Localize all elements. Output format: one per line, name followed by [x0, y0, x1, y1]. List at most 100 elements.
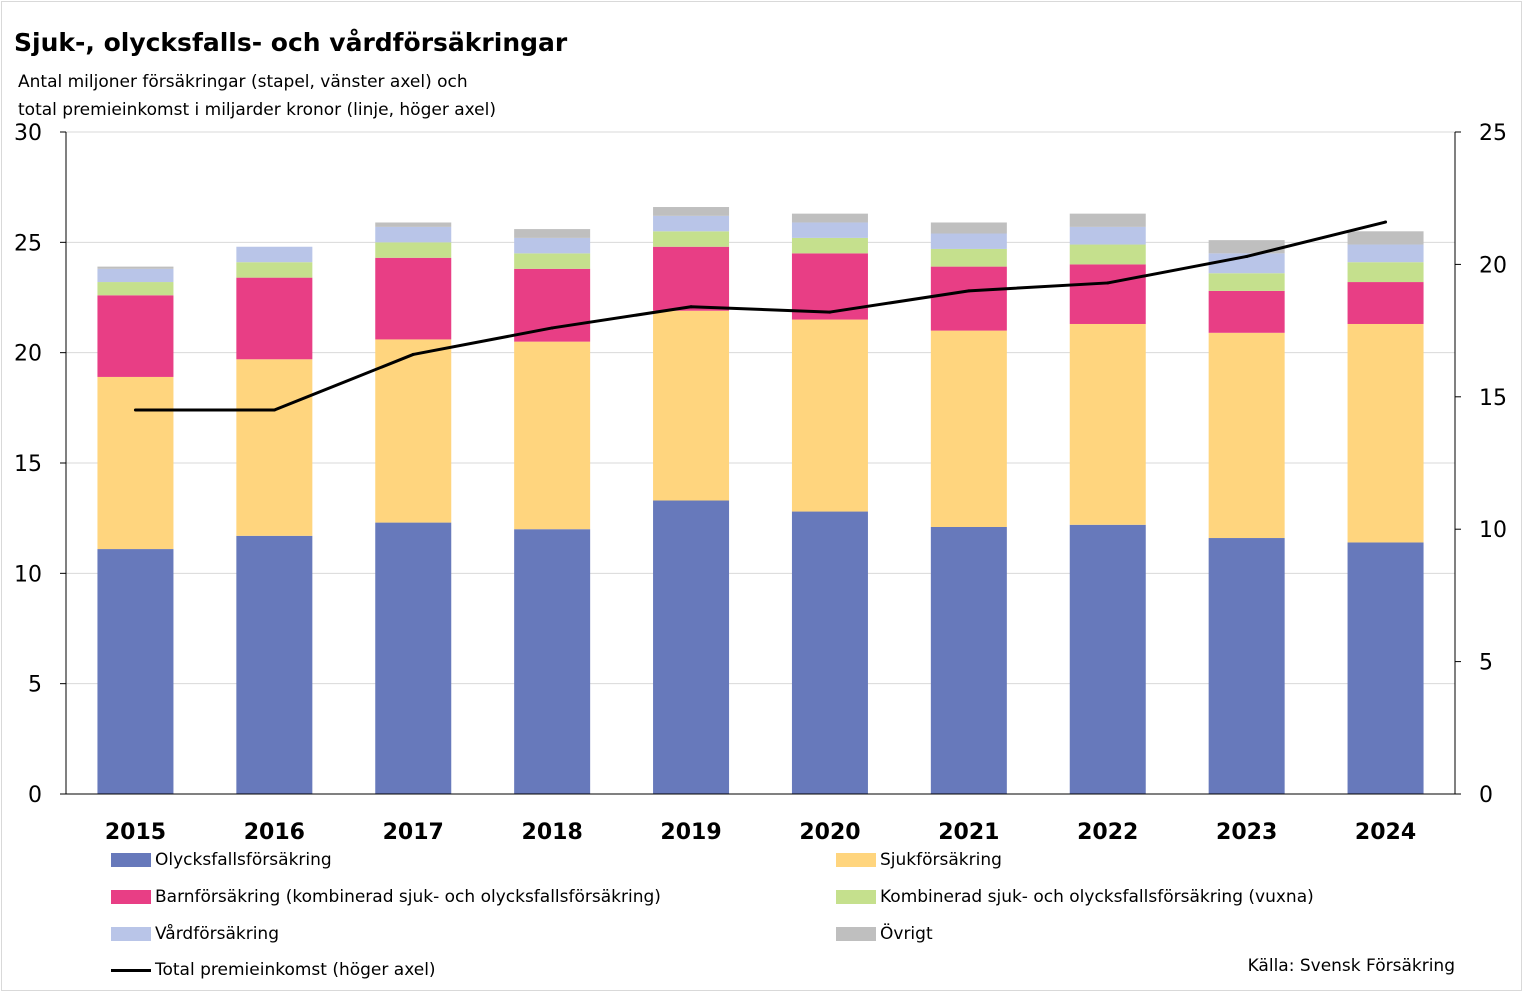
bar-2018-series-2 — [514, 341, 591, 530]
bar-2021-series-4 — [930, 248, 1007, 267]
x-axis-tick-label: 2017 — [383, 820, 444, 845]
bar-2016-series-4 — [236, 262, 313, 278]
left-axis-tick-label: 20 — [14, 342, 42, 367]
bar-2018-series-5 — [514, 237, 591, 254]
left-axis-tick-label: 0 — [28, 783, 42, 808]
premium-income-point — [411, 352, 415, 356]
bar-2024-series-3 — [1347, 282, 1424, 324]
bar-2017-series-4 — [375, 242, 452, 258]
bar-2021-series-1 — [930, 526, 1007, 794]
chart-subtitle-line-2: total premieinkomst i miljarder kronor (… — [18, 100, 496, 120]
x-axis-tick-label: 2020 — [799, 820, 860, 845]
bar-2019-series-6 — [653, 207, 730, 216]
left-axis-tick-label: 5 — [28, 673, 42, 698]
bar-2019-series-2 — [653, 310, 730, 501]
bar-2017-series-6 — [375, 222, 452, 227]
bar-2020-series-1 — [791, 511, 868, 794]
bar-2015-series-5 — [97, 268, 174, 283]
legend-swatch — [111, 853, 151, 867]
bar-2024-series-1 — [1347, 542, 1424, 794]
bar-2021-series-2 — [930, 330, 1007, 527]
bar-2019-series-1 — [653, 500, 730, 794]
bar-2024-series-2 — [1347, 323, 1424, 543]
bar-2021-series-5 — [930, 233, 1007, 249]
bar-2020-series-6 — [791, 213, 868, 223]
bar-2018-series-6 — [514, 229, 591, 238]
bar-2024-series-4 — [1347, 262, 1424, 283]
legend-swatch — [111, 890, 151, 904]
x-axis-tick-label: 2024 — [1355, 820, 1416, 845]
x-axis-tick-label: 2021 — [938, 820, 999, 845]
bar-2017-series-5 — [375, 226, 452, 243]
premium-income-point — [1384, 220, 1388, 224]
left-axis-tick-label: 25 — [14, 231, 42, 256]
bar-2018-series-1 — [514, 529, 591, 794]
bar-2015-series-4 — [97, 282, 174, 296]
right-axis-tick-label: 0 — [1479, 783, 1493, 808]
bar-2022-series-5 — [1069, 226, 1146, 245]
left-axis-tick-label: 15 — [14, 452, 42, 477]
bar-2015-series-2 — [97, 376, 174, 550]
premium-income-line — [135, 220, 1386, 412]
x-axis-tick-label: 2015 — [105, 820, 166, 845]
bar-2023-series-4 — [1208, 273, 1285, 291]
left-axis-tick-label: 10 — [14, 562, 42, 587]
bar-2023-series-2 — [1208, 332, 1285, 539]
legend-swatch — [836, 927, 876, 941]
bar-2016-series-3 — [236, 277, 313, 360]
chart-subtitle-line-1: Antal miljoner försäkringar (stapel, vän… — [18, 72, 468, 92]
bar-2017-series-1 — [375, 522, 452, 794]
legend-item: Sjukförsäkring — [836, 848, 1002, 872]
premium-income-point — [689, 305, 693, 309]
bar-2022-series-6 — [1069, 213, 1146, 227]
bar-2015-series-6 — [97, 266, 174, 269]
legend-item: Vårdförsäkring — [111, 922, 279, 946]
bar-2023-series-5 — [1208, 253, 1285, 274]
legend-label: Sjukförsäkring — [880, 850, 1002, 870]
legend-label: Vårdförsäkring — [155, 924, 279, 944]
bar-2018-series-4 — [514, 253, 591, 269]
x-axis-tick-label: 2022 — [1077, 820, 1138, 845]
bar-2015-series-3 — [97, 295, 174, 377]
bar-2019-series-4 — [653, 231, 730, 247]
right-axis-tick-label: 10 — [1479, 518, 1507, 543]
legend-label: Övrigt — [880, 924, 933, 944]
bar-2020-series-2 — [791, 319, 868, 512]
bar-2023-series-3 — [1208, 290, 1285, 333]
bar-2023-series-1 — [1208, 538, 1285, 794]
bar-2019-series-5 — [653, 215, 730, 232]
bar-2022-series-4 — [1069, 244, 1146, 265]
source-note: Källa: Svensk Försäkring — [1247, 956, 1455, 976]
legend-swatch — [836, 853, 876, 867]
x-axis-tick-label: 2023 — [1216, 820, 1277, 845]
bar-2016-series-1 — [236, 535, 313, 794]
premium-income-point — [828, 310, 832, 314]
premium-income-point — [967, 289, 971, 293]
chart-title: Sjuk-, olycksfalls- och vårdförsäkringar — [14, 28, 568, 57]
legend-item: Total premieinkomst (höger axel) — [111, 958, 436, 982]
legend-label: Barnförsäkring (kombinerad sjuk- och oly… — [155, 887, 661, 907]
bar-2022-series-2 — [1069, 323, 1146, 525]
bar-2019-series-3 — [653, 246, 730, 311]
x-axis-tick-label: 2018 — [522, 820, 583, 845]
bar-2018-series-3 — [514, 268, 591, 342]
legend-item: Barnförsäkring (kombinerad sjuk- och oly… — [111, 885, 661, 909]
right-axis-tick-label: 25 — [1479, 121, 1507, 146]
bar-2022-series-1 — [1069, 524, 1146, 794]
bar-2021-series-3 — [930, 266, 1007, 331]
legend-label: Olycksfallsförsäkring — [155, 850, 332, 870]
bar-2020-series-4 — [791, 237, 868, 254]
bar-2017-series-3 — [375, 257, 452, 340]
right-axis-tick-label: 20 — [1479, 253, 1507, 278]
left-axis-tick-label: 30 — [14, 121, 42, 146]
bar-2021-series-6 — [930, 222, 1007, 234]
bar-2017-series-2 — [375, 339, 452, 523]
bar-2016-series-5 — [236, 246, 313, 263]
legend-label: Kombinerad sjuk- och olycksfallsförsäkri… — [880, 887, 1314, 907]
bar-2015-series-1 — [97, 549, 174, 794]
legend-label: Total premieinkomst (höger axel) — [155, 960, 436, 980]
premium-income-point — [272, 408, 276, 412]
x-axis-tick-label: 2016 — [244, 820, 305, 845]
